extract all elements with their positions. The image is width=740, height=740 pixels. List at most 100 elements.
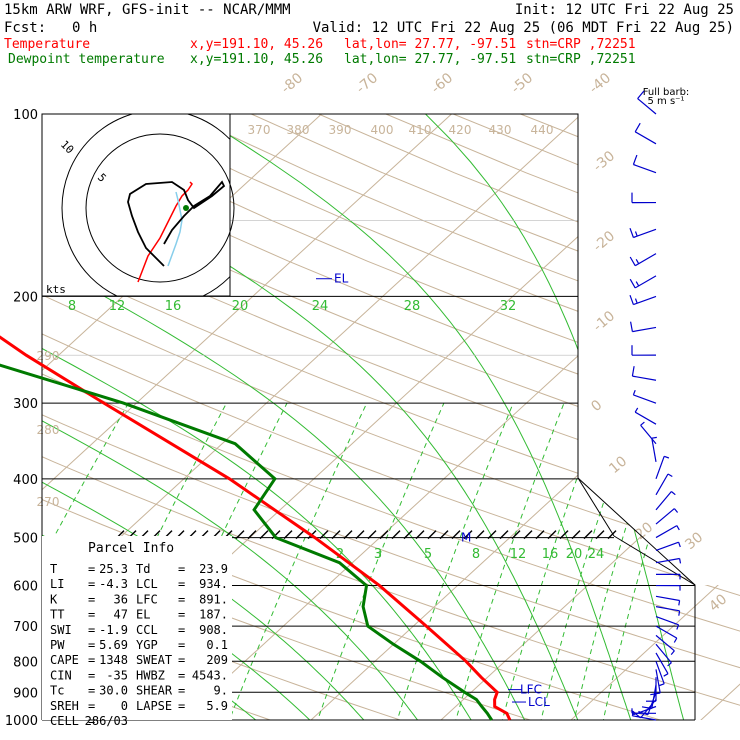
- valid-time: Valid: 12 UTC Fri 22 Aug 25 (06 MDT Fri …: [313, 20, 734, 36]
- parcel-k1: LI: [50, 577, 64, 591]
- parcel-v2: 23.9: [199, 562, 228, 576]
- parcel-k2: Td: [136, 562, 150, 576]
- hodo-trace-black: [127, 180, 226, 267]
- parcel-equals: =: [178, 699, 185, 713]
- parcel-v2: 934.: [199, 577, 228, 591]
- theta-label: 270: [37, 495, 60, 509]
- lcl-label: LCL: [528, 695, 550, 709]
- temperature-trace: [0, 335, 512, 721]
- theta-label: 380: [287, 123, 310, 137]
- pressure-label-100: 100: [13, 108, 38, 123]
- parcel-k1: Tc: [50, 684, 64, 698]
- wind-barb: [650, 669, 661, 696]
- dewpoint-trace: [0, 363, 493, 721]
- wind-barb: [630, 321, 657, 333]
- parcel-v1: 1348: [99, 653, 128, 667]
- theta-label: 420: [449, 123, 472, 137]
- wind-barb: [655, 573, 681, 580]
- isotherm-label: -10: [590, 308, 618, 335]
- parcel-equals: =: [178, 684, 185, 698]
- mixing-label-upper: 24: [312, 299, 329, 314]
- wind-barb: [655, 473, 673, 496]
- wind-barb: [631, 366, 657, 381]
- parcel-k2: LAPSE: [136, 699, 172, 713]
- wind-barb: [655, 508, 679, 525]
- hodograph: 10 5 kts: [41, 113, 235, 297]
- lfc-label: LFC: [520, 683, 542, 697]
- theta-label: 430: [489, 123, 512, 137]
- mixing-label-upper: 28: [404, 299, 421, 314]
- parcel-v2: 4543.: [192, 668, 228, 682]
- barb-label-line1: Full barb:: [643, 87, 690, 98]
- wind-barb: [634, 122, 657, 145]
- pressure-label-600: 600: [13, 580, 38, 595]
- mixing-label-lower: 3: [374, 547, 382, 562]
- temp-legend-latlon: lat,lon= 27.77, -97.51: [344, 37, 516, 52]
- parcel-title: Parcel Info: [88, 541, 174, 556]
- parcel-row: CIN -35 HWBZ 4543. = =: [50, 668, 228, 682]
- parcel-k2: YGP: [136, 638, 158, 652]
- isotherm-label: 0: [588, 397, 605, 415]
- theta-label: 280: [37, 423, 60, 437]
- parcel-row: CAPE 1348 SWEAT 209 = =: [50, 653, 228, 667]
- el-label: EL: [334, 272, 349, 286]
- wind-barb: [631, 345, 657, 356]
- isotherm-label: 30: [682, 529, 706, 553]
- parcel-v2: 891.: [199, 592, 228, 606]
- mixing-label-upper: 32: [500, 299, 517, 314]
- pressure-label-700: 700: [13, 620, 38, 635]
- pressure-label-500: 500: [13, 532, 38, 547]
- wind-barb: [651, 436, 657, 462]
- parcel-k1: CELL: [50, 714, 79, 728]
- wind-barb: [655, 595, 681, 606]
- parcel-equals: =: [178, 638, 185, 652]
- parcel-k2: CCL: [136, 623, 158, 637]
- parcel-equals: =: [178, 608, 185, 622]
- fcst-value: 0 h: [72, 20, 97, 36]
- parcel-equals: =: [88, 684, 95, 698]
- parcel-k1: K: [50, 592, 58, 606]
- parcel-row: SREH 0 LAPSE 5.9 = =: [50, 699, 228, 713]
- mixing-label-lower: 24: [588, 547, 605, 562]
- parcel-v2: 209: [206, 653, 228, 667]
- melt-label: M: [461, 531, 471, 545]
- parcel-equals: =: [178, 668, 185, 682]
- wind-barb: [655, 634, 675, 655]
- parcel-row: PW 5.69 YGP 0.1 = =: [50, 638, 228, 652]
- parcel-k2: HWBZ: [136, 668, 165, 682]
- theta-label: 290: [37, 349, 60, 363]
- parcel-v2: 0.1: [206, 638, 228, 652]
- dew-legend-name: Dewpoint temperature: [8, 52, 165, 67]
- parcel-k2: LFC: [136, 592, 158, 606]
- wind-barb: [655, 455, 670, 480]
- parcel-v1: 5.69: [99, 638, 128, 652]
- theta-label: 400: [371, 123, 394, 137]
- isotherm-label: -60: [428, 70, 456, 97]
- temp-legend-stn: stn=CRP ,72251: [526, 37, 636, 52]
- wind-barb: [638, 692, 657, 716]
- parcel-equals: =: [88, 668, 95, 682]
- parcel-equals: =: [88, 608, 95, 622]
- mixing-label-upper: 20: [232, 299, 249, 314]
- parcel-equals: =: [178, 623, 185, 637]
- parcel-equals: =: [88, 699, 95, 713]
- temp-legend-name: Temperature: [4, 37, 90, 52]
- fcst-label: Fcst:: [4, 20, 46, 36]
- parcel-k2: SHEAR: [136, 684, 173, 698]
- wind-barb: [640, 421, 657, 445]
- wind-barb: [637, 90, 657, 115]
- hodo-ring-10: [61, 114, 230, 296]
- pressure-label-800: 800: [13, 655, 38, 670]
- wind-barb: [655, 525, 680, 539]
- wind-barb: [629, 294, 657, 306]
- pressure-label-400: 400: [13, 473, 38, 488]
- isotherm-label: 10: [606, 453, 630, 477]
- wind-barb: [655, 584, 681, 591]
- theta-label: 390: [329, 123, 352, 137]
- parcel-v2: 187.: [199, 608, 228, 622]
- parcel-row: K 36 LFC 891. = =: [50, 592, 228, 606]
- wind-barb: [634, 407, 657, 425]
- parcel-v2: 908.: [199, 623, 228, 637]
- parcel-equals: =: [88, 592, 95, 606]
